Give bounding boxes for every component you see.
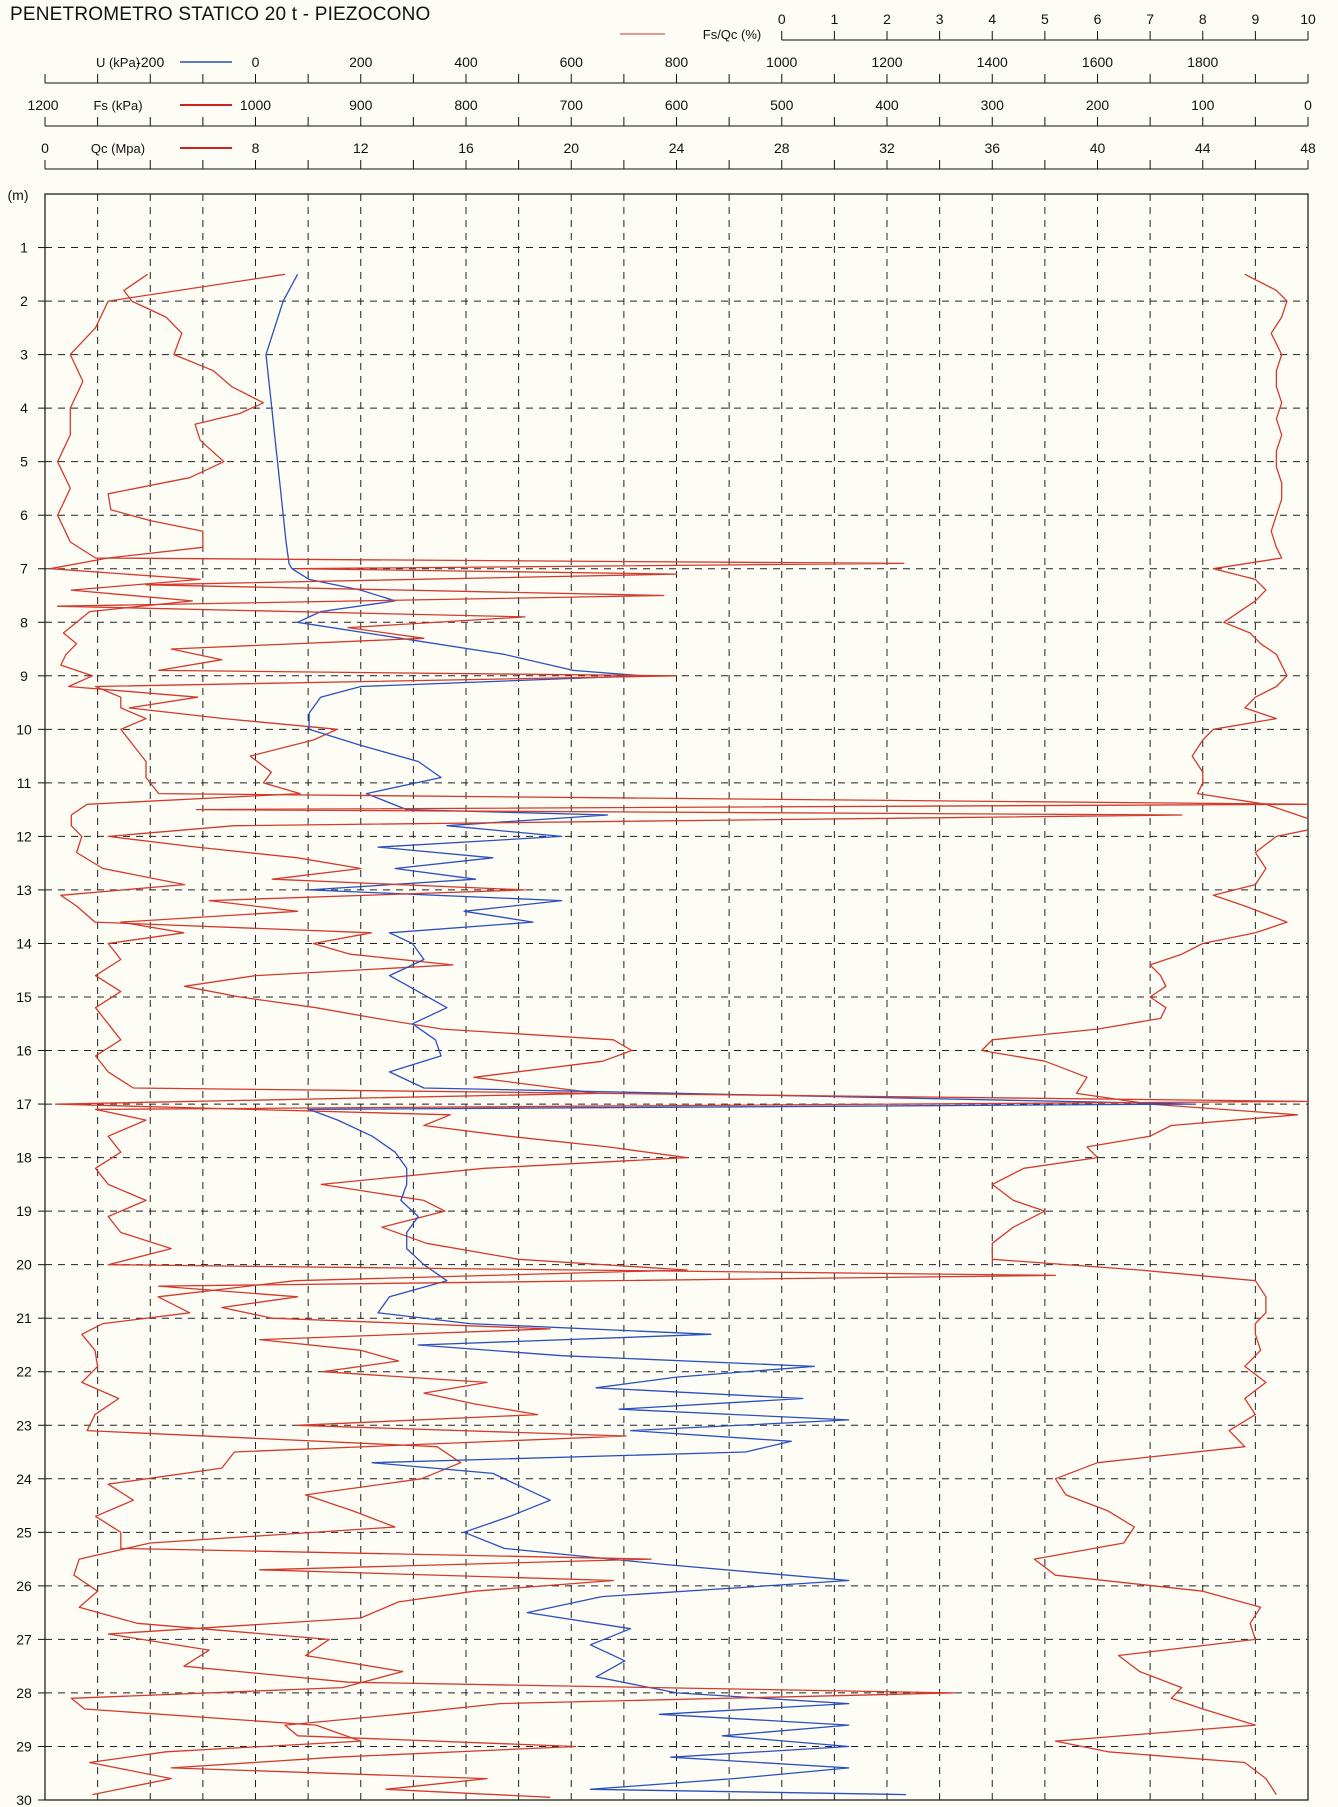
axis-tick-label-u: 1200 <box>871 54 902 70</box>
axis-tick-label-u: 1800 <box>1187 54 1218 70</box>
axis-tick-label-fsqc: 8 <box>1199 11 1207 27</box>
series-line-u <box>265 273 1194 1796</box>
axis-tick-label-fsqc: 7 <box>1146 11 1154 27</box>
axis-tick-label-fs: 600 <box>665 97 689 113</box>
axis-tick-label-fs: 400 <box>875 97 899 113</box>
axis-tick-label-fs: 700 <box>560 97 584 113</box>
axis-tick-label-fs: 900 <box>349 97 373 113</box>
depth-tick-label: 5 <box>20 454 28 470</box>
axis-tick-label-fs: 200 <box>1086 97 1110 113</box>
depth-tick-label: 18 <box>16 1150 32 1166</box>
depth-tick-label: 1 <box>20 240 28 256</box>
depth-tick-label: 9 <box>20 668 28 684</box>
axis-tick-label-fs: 300 <box>981 97 1005 113</box>
depth-tick-label: 21 <box>16 1310 32 1326</box>
axis-tick-label-qc: 20 <box>563 140 579 156</box>
depth-tick-label: 12 <box>16 828 32 844</box>
depth-tick-label: 27 <box>16 1631 32 1647</box>
axis-tick-label-qc: 36 <box>984 140 1000 156</box>
axis-tick-label-qc: 44 <box>1195 140 1211 156</box>
axis-tick-label-fsqc: 3 <box>936 11 944 27</box>
series-line-fs <box>981 273 1308 1795</box>
depth-tick-label: 8 <box>20 614 28 630</box>
axis-tick-label-fs: 500 <box>770 97 794 113</box>
axis-tick-label-fsqc: 6 <box>1094 11 1102 27</box>
depth-tick-label: 17 <box>16 1096 32 1112</box>
series-line-fsqc <box>56 273 1308 1798</box>
depth-tick-label: 25 <box>16 1524 32 1540</box>
depth-tick-label: 20 <box>16 1257 32 1273</box>
depth-tick-label: 26 <box>16 1578 32 1594</box>
depth-tick-label: 23 <box>16 1417 32 1433</box>
axis-name-qc: Qc (Mpa) <box>91 141 145 156</box>
depth-tick-label: 19 <box>16 1203 32 1219</box>
depth-tick-label: 29 <box>16 1738 32 1754</box>
depth-tick-label: 24 <box>16 1471 32 1487</box>
depth-tick-label: 4 <box>20 400 28 416</box>
axis-tick-label-u: 400 <box>454 54 478 70</box>
depth-tick-label: 3 <box>20 347 28 363</box>
axis-tick-label-u: -200 <box>136 54 164 70</box>
axis-tick-label-qc: 12 <box>353 140 369 156</box>
axis-tick-label-qc: 8 <box>252 140 260 156</box>
series-group <box>49 273 1308 1798</box>
axis-tick-label-fsqc: 9 <box>1251 11 1259 27</box>
axis-tick-label-fsqc: 1 <box>830 11 838 27</box>
depth-tick-label: 7 <box>20 561 28 577</box>
axis-tick-label-fs: 800 <box>454 97 478 113</box>
axis-tick-label-qc: 16 <box>458 140 474 156</box>
axis-tick-label-fsqc: 0 <box>778 11 786 27</box>
depth-tick-label: 30 <box>16 1792 32 1807</box>
depth-unit-label: (m) <box>8 187 29 203</box>
axis-tick-label-u: 1400 <box>977 54 1008 70</box>
axis-name-fs: Fs (kPa) <box>93 98 142 113</box>
axis-tick-label-fs: 1000 <box>240 97 271 113</box>
axis-tick-label-fs: 100 <box>1191 97 1215 113</box>
depth-tick-label: 22 <box>16 1364 32 1380</box>
axis-tick-label-u: 200 <box>349 54 373 70</box>
axis-name-u: U (kPa) <box>96 55 140 70</box>
depth-tick-label: 14 <box>16 935 32 951</box>
depth-tick-label: 16 <box>16 1043 32 1059</box>
depth-tick-label: 11 <box>17 775 32 791</box>
depth-tick-label: 15 <box>16 989 32 1005</box>
axis-tick-label-fsqc: 5 <box>1041 11 1049 27</box>
plot-area: 1234567891011121314151617181920212223242… <box>8 187 1309 1807</box>
axis-tick-label-qc: 24 <box>669 140 685 156</box>
depth-tick-label: 10 <box>16 721 32 737</box>
axis-tick-label-u: 800 <box>665 54 689 70</box>
axis-tick-label-fs: 1200 <box>27 97 58 113</box>
depth-tick-label: 6 <box>20 507 28 523</box>
axis-tick-label-u: 1600 <box>1082 54 1113 70</box>
axis-tick-label-qc: 48 <box>1300 140 1316 156</box>
depth-tick-label: 13 <box>16 882 32 898</box>
axis-tick-label-qc: 28 <box>774 140 790 156</box>
axis-tick-label-qc: 32 <box>879 140 895 156</box>
chart-title: PENETROMETRO STATICO 20 t - PIEZOCONO <box>10 4 431 25</box>
depth-tick-label: 2 <box>20 293 28 309</box>
axis-name-fsqc: Fs/Qc (%) <box>703 27 762 42</box>
axis-tick-label-u: 600 <box>560 54 584 70</box>
axis-tick-label-fsqc: 4 <box>988 11 996 27</box>
depth-tick-label: 28 <box>16 1685 32 1701</box>
axis-tick-label-qc: 40 <box>1090 140 1106 156</box>
axis-tick-label-qc: 0 <box>41 140 49 156</box>
axis-tick-label-fs: 0 <box>1304 97 1312 113</box>
axis-tick-label-fsqc: 2 <box>883 11 891 27</box>
axis-tick-label-u: 1000 <box>766 54 797 70</box>
axis-tick-label-u: 0 <box>252 54 260 70</box>
series-layer <box>49 273 1308 1798</box>
axis-tick-label-fsqc: 10 <box>1300 11 1316 27</box>
